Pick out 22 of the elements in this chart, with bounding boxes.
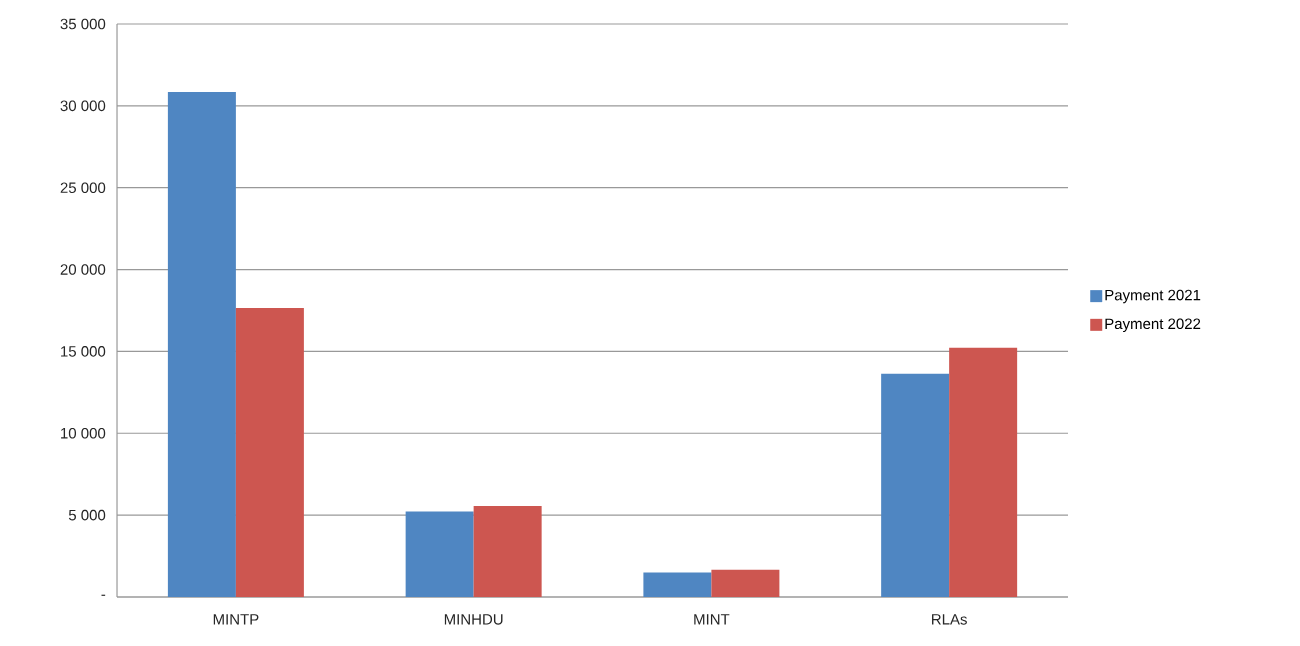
y-tick-label: 30 000 [60, 100, 106, 112]
bar [711, 569, 780, 597]
bar [949, 347, 1018, 597]
y-tick-label: 20 000 [60, 264, 106, 275]
x-tick-label: MINT [694, 614, 730, 625]
bar [473, 506, 542, 597]
bar [405, 511, 474, 597]
y-tick-label: 15 000 [61, 346, 106, 357]
legend-label: Payment 2022 [1105, 318, 1201, 333]
bar [235, 308, 304, 597]
y-tick-label: 35 000 [60, 18, 106, 30]
y-tick-label: 10 000 [61, 427, 106, 439]
x-tick-label: MINHDU [444, 614, 503, 625]
legend-label: Payment 2021 [1105, 289, 1201, 304]
bar [167, 91, 236, 597]
y-tick-label: - [101, 594, 106, 596]
x-tick-label: MINTP [213, 614, 259, 625]
x-tick-label: RLAs [932, 614, 967, 625]
y-tick-label: 5 000 [68, 509, 106, 521]
bar [643, 572, 712, 597]
y-tick-label: 25 000 [60, 182, 106, 193]
bar [881, 373, 950, 597]
